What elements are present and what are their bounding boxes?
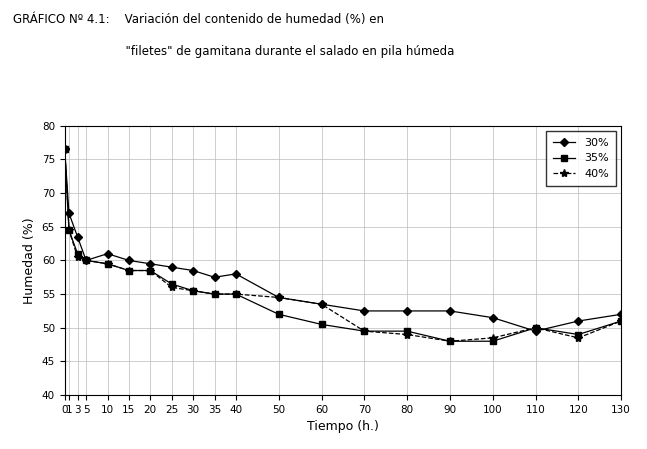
40% bbox=[532, 325, 540, 330]
40% bbox=[189, 288, 197, 294]
30% bbox=[146, 261, 154, 267]
40% bbox=[275, 295, 283, 300]
40% bbox=[74, 254, 82, 260]
35% bbox=[575, 332, 582, 337]
30% bbox=[446, 308, 454, 313]
40% bbox=[617, 318, 625, 324]
30% bbox=[82, 258, 90, 263]
35% bbox=[82, 258, 90, 263]
Legend: 30%, 35%, 40%: 30%, 35%, 40% bbox=[546, 131, 615, 186]
35% bbox=[318, 322, 325, 327]
30% bbox=[168, 264, 175, 270]
X-axis label: Tiempo (h.): Tiempo (h.) bbox=[307, 420, 379, 433]
30% bbox=[360, 308, 368, 313]
40% bbox=[575, 335, 582, 340]
Line: 30%: 30% bbox=[62, 146, 624, 334]
35% bbox=[189, 288, 197, 294]
35% bbox=[168, 281, 175, 287]
35% bbox=[275, 312, 283, 317]
Line: 40%: 40% bbox=[61, 145, 625, 345]
30% bbox=[575, 318, 582, 324]
35% bbox=[125, 268, 133, 273]
35% bbox=[360, 329, 368, 334]
30% bbox=[74, 234, 82, 240]
Y-axis label: Humedad (%): Humedad (%) bbox=[23, 217, 36, 304]
40% bbox=[168, 285, 175, 290]
40% bbox=[125, 268, 133, 273]
30% bbox=[275, 295, 283, 300]
35% bbox=[61, 146, 69, 152]
30% bbox=[104, 251, 111, 256]
30% bbox=[617, 312, 625, 317]
35% bbox=[446, 339, 454, 344]
40% bbox=[146, 268, 154, 273]
35% bbox=[232, 291, 240, 297]
30% bbox=[532, 329, 540, 334]
30% bbox=[125, 258, 133, 263]
30% bbox=[211, 274, 219, 280]
35% bbox=[146, 268, 154, 273]
Line: 35%: 35% bbox=[62, 146, 624, 344]
30% bbox=[318, 302, 325, 307]
35% bbox=[74, 251, 82, 256]
30% bbox=[489, 315, 497, 321]
Text: "filetes" de gamitana durante el salado en pila húmeda: "filetes" de gamitana durante el salado … bbox=[13, 45, 454, 58]
35% bbox=[211, 291, 219, 297]
40% bbox=[403, 332, 411, 337]
40% bbox=[360, 329, 368, 334]
40% bbox=[446, 339, 454, 344]
40% bbox=[489, 335, 497, 340]
35% bbox=[489, 339, 497, 344]
40% bbox=[61, 146, 69, 152]
35% bbox=[617, 318, 625, 324]
35% bbox=[403, 329, 411, 334]
40% bbox=[82, 258, 90, 263]
40% bbox=[104, 261, 111, 267]
40% bbox=[232, 291, 240, 297]
40% bbox=[318, 302, 325, 307]
40% bbox=[65, 228, 73, 233]
35% bbox=[104, 261, 111, 267]
30% bbox=[189, 268, 197, 273]
30% bbox=[61, 146, 69, 152]
40% bbox=[211, 291, 219, 297]
30% bbox=[232, 271, 240, 277]
Text: GRÁFICO Nº 4.1:    Variación del contenido de humedad (%) en: GRÁFICO Nº 4.1: Variación del contenido … bbox=[13, 13, 384, 26]
30% bbox=[65, 211, 73, 216]
35% bbox=[532, 325, 540, 330]
30% bbox=[403, 308, 411, 313]
35% bbox=[65, 228, 73, 233]
